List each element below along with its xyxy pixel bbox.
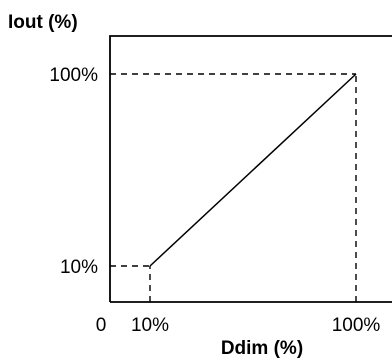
x-axis-title: Ddim (%) (221, 338, 303, 359)
y-tick-label-10: 10% (60, 257, 98, 278)
series-line-0 (149, 73, 357, 267)
y-tick-label-100: 100% (49, 65, 98, 86)
series-group (149, 73, 357, 267)
y-axis-title: Iout (%) (8, 12, 78, 33)
origin-label: 0 (96, 315, 107, 336)
plot-frame (109, 35, 392, 302)
x-tick-label-10: 10% (131, 315, 169, 336)
reference-lines (110, 73, 357, 302)
x-tick-label-100: 100% (332, 315, 381, 336)
